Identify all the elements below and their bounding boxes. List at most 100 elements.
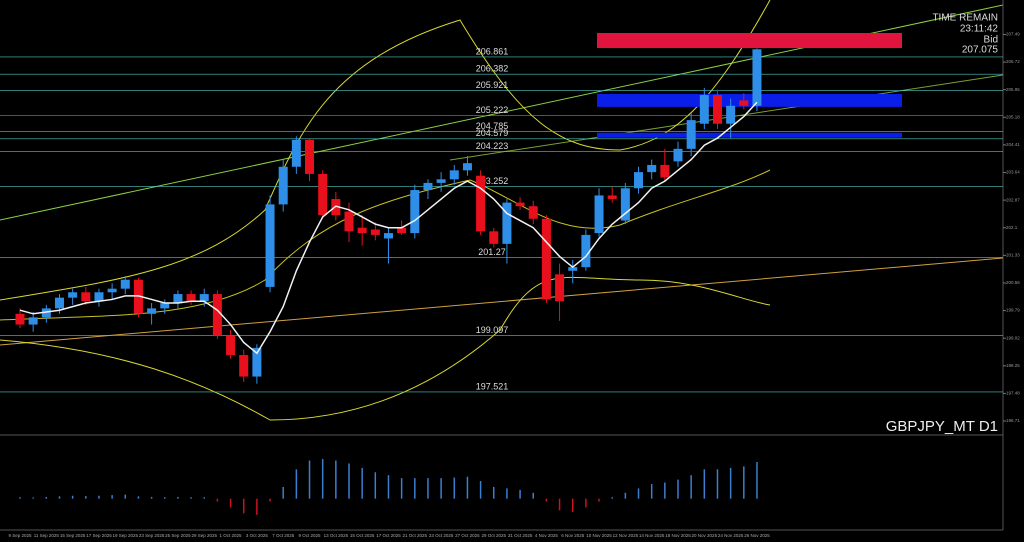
- x-tick-label: 29 Sep 2025: [191, 533, 217, 538]
- candle-body: [397, 227, 407, 234]
- candle-body: [278, 166, 288, 205]
- candle-body: [541, 218, 551, 300]
- level-label: 206.382: [476, 64, 509, 74]
- y-tick-label: 207.49: [1006, 32, 1020, 37]
- level-label: 206.861: [476, 46, 509, 56]
- x-tick-label: 17 Oct 2025: [376, 533, 401, 538]
- candle-body: [594, 195, 604, 234]
- x-tick-label: 11 Sep 2025: [34, 533, 60, 538]
- y-tick-label: 201.33: [1006, 253, 1020, 258]
- level-label: 201.27: [478, 247, 506, 257]
- x-tick-label: 7 Oct 2025: [272, 533, 295, 538]
- x-tick-label: 31 Oct 2025: [508, 533, 533, 538]
- y-tick-label: 198.25: [1006, 363, 1020, 368]
- timer-label: TIME REMAIN: [932, 13, 998, 24]
- bollinger-mid: [0, 169, 771, 321]
- y-tick-label: 202.1: [1006, 225, 1018, 230]
- y-tick-label: 197.48: [1006, 391, 1020, 396]
- y-tick-label: 199.79: [1006, 308, 1020, 313]
- candle-body: [726, 105, 736, 124]
- y-tick-label: 203.64: [1006, 170, 1020, 175]
- timer: 23:11:42: [960, 24, 999, 35]
- x-tick-label: 9 Sep 2025: [8, 533, 32, 538]
- x-tick-label: 15 Sep 2025: [60, 533, 86, 538]
- y-tick-label: 196.71: [1006, 418, 1020, 423]
- candle-body: [423, 182, 433, 191]
- candle-body: [568, 267, 578, 271]
- candle-body: [686, 120, 696, 149]
- candle-body: [239, 355, 249, 377]
- x-tick-label: 1 Oct 2025: [220, 533, 243, 538]
- candle-body: [449, 170, 459, 180]
- x-tick-label: 23 Sep 2025: [139, 533, 165, 538]
- level-label: 205.921: [476, 80, 509, 90]
- candle-body: [173, 294, 183, 304]
- candle-body: [68, 292, 78, 298]
- symbol: GBPJPY_MT D1: [886, 418, 998, 435]
- candle-body: [476, 175, 486, 232]
- candle-body: [133, 279, 143, 314]
- candle-body: [54, 297, 64, 309]
- candle-body: [28, 317, 38, 325]
- candle-body: [555, 274, 565, 302]
- zone: [597, 32, 902, 49]
- x-tick-label: 24 Nov 2025: [718, 533, 744, 538]
- candle-body: [581, 234, 591, 268]
- candle-body: [357, 227, 367, 234]
- x-tick-label: 19 Sep 2025: [113, 533, 139, 538]
- candle-body: [634, 172, 644, 189]
- candle-body: [107, 288, 117, 293]
- x-tick-label: 15 Oct 2025: [350, 533, 375, 538]
- candle-body: [752, 49, 762, 106]
- x-tick-label: 4 Nov 2025: [535, 533, 559, 538]
- candle-body: [212, 294, 222, 336]
- y-tick-label: 205.18: [1006, 114, 1020, 119]
- bid: 207.075: [962, 45, 999, 56]
- candle-body: [15, 313, 25, 325]
- y-tick-label: 200.56: [1006, 280, 1020, 285]
- x-tick-label: 14 Nov 2025: [639, 533, 665, 538]
- y-tick-label: 202.87: [1006, 197, 1020, 202]
- candle-body: [620, 188, 630, 221]
- level-label: 199.097: [476, 325, 509, 335]
- zone: [597, 132, 902, 138]
- candle-body: [647, 164, 657, 173]
- candle-body: [383, 233, 393, 239]
- candle-body: [528, 206, 538, 219]
- candle-body: [673, 148, 683, 162]
- x-tick-label: 17 Sep 2025: [86, 533, 112, 538]
- y-tick-label: 199.02: [1006, 335, 1020, 340]
- x-tick-label: 23 Oct 2025: [429, 533, 454, 538]
- level-label: 205.222: [476, 105, 509, 115]
- candle-body: [199, 294, 209, 302]
- level-label: 197.521: [476, 381, 509, 391]
- candle-body: [502, 202, 512, 244]
- bid-label: Bid: [984, 35, 998, 46]
- candle-body: [41, 308, 51, 318]
- x-tick-label: 3 Oct 2025: [246, 533, 269, 538]
- y-tick-label: 206.72: [1006, 59, 1020, 64]
- candle-body: [265, 204, 275, 287]
- x-tick-label: 9 Oct 2025: [299, 533, 322, 538]
- candle-body: [344, 211, 354, 232]
- candle-body: [712, 95, 722, 124]
- candle-body: [226, 335, 236, 356]
- candle-body: [410, 190, 420, 234]
- x-tick-label: 26 Nov 2025: [744, 533, 770, 538]
- candle-body: [515, 202, 525, 207]
- candle-body: [660, 164, 670, 178]
- candle-body: [370, 229, 380, 235]
- trend-line: [0, 257, 1004, 346]
- x-tick-label: 12 Nov 2025: [613, 533, 639, 538]
- level-label: 203.252: [476, 176, 509, 186]
- bollinger-lower: [0, 276, 771, 421]
- x-tick-label: 13 Oct 2025: [324, 533, 349, 538]
- x-tick-label: 10 Nov 2025: [586, 533, 612, 538]
- x-tick-label: 27 Oct 2025: [455, 533, 480, 538]
- candle-body: [318, 173, 328, 216]
- candle-body: [147, 308, 157, 314]
- x-tick-label: 6 Nov 2025: [561, 533, 585, 538]
- y-tick-label: 205.95: [1006, 87, 1020, 92]
